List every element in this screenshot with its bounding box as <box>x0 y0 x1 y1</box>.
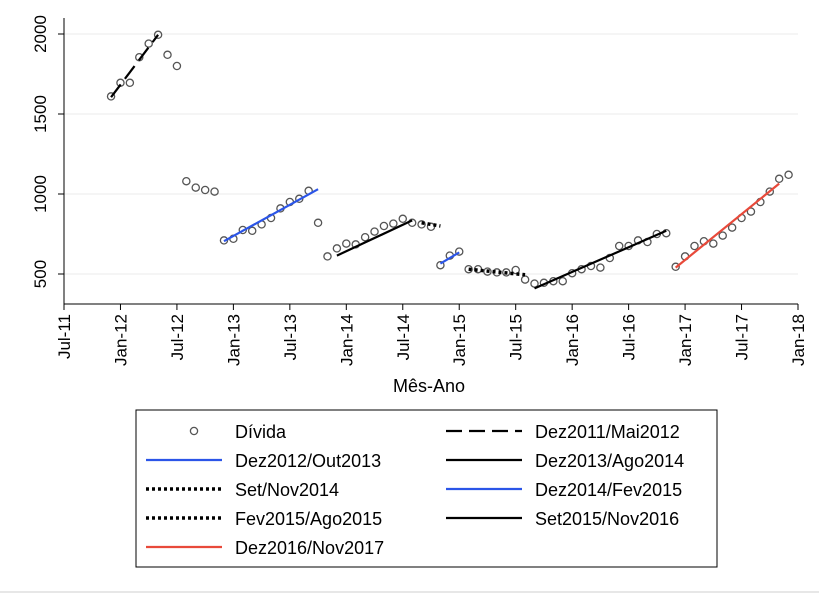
data-point <box>558 276 567 286</box>
legend-label: Dez2012/Out2013 <box>235 451 381 471</box>
data-point <box>398 214 408 224</box>
data-point <box>511 265 520 275</box>
data-point <box>106 92 116 101</box>
data-point <box>436 260 445 270</box>
data-point <box>520 275 530 284</box>
data-point <box>502 268 511 277</box>
legend-label: Dez2011/Mai2012 <box>535 422 680 442</box>
data-point <box>370 227 379 236</box>
y-tick-label: 1500 <box>31 95 50 133</box>
data-point <box>417 220 426 229</box>
x-tick-label: Jan-14 <box>337 314 356 366</box>
x-tick-label: Jul-15 <box>507 314 526 360</box>
data-point <box>153 30 163 40</box>
data-point <box>323 252 332 261</box>
x-tick-label: Jul-16 <box>620 314 639 360</box>
data-point <box>389 219 398 228</box>
data-point <box>210 187 219 196</box>
gridlines <box>64 33 798 275</box>
axes: 500 1000 1500 2000 Jul-11 Jan-12 Jul-12 Jan-13 J… <box>31 15 808 366</box>
legend-marker <box>189 426 199 436</box>
legend-label: Set/Nov2014 <box>235 480 339 500</box>
data-point <box>172 61 182 71</box>
legend-label: Dez2016/Nov2017 <box>235 538 384 558</box>
y-tick-label: 2000 <box>31 15 50 53</box>
x-tick-label: Jan-15 <box>450 314 469 366</box>
data-point <box>718 231 727 240</box>
x-tick-label: Jan-16 <box>563 314 582 366</box>
trend-line-dez2012-out2013 <box>223 188 319 243</box>
data-point <box>247 226 257 236</box>
data-point <box>727 223 737 232</box>
data-point <box>360 232 370 242</box>
x-tick-label: Jul-12 <box>168 314 187 360</box>
data-point <box>596 263 605 272</box>
data-point <box>163 50 172 60</box>
data-point <box>765 187 775 196</box>
data-point <box>313 218 323 228</box>
data-point <box>144 39 153 48</box>
legend-label: Dez2013/Ago2014 <box>535 451 684 471</box>
data-point <box>746 207 756 216</box>
x-tick-label: Jul-14 <box>394 314 413 360</box>
x-tick-label: Jul-11 <box>55 314 74 359</box>
data-point <box>483 267 492 276</box>
data-point <box>774 174 784 184</box>
data-point <box>125 78 135 88</box>
data-point <box>379 221 389 231</box>
data-point <box>191 183 200 192</box>
trend-lines <box>110 34 780 290</box>
data-point <box>332 244 342 253</box>
x-tick-label: Jan-13 <box>224 314 243 366</box>
legend-box <box>135 409 718 568</box>
trend-line-dez2016-nov2017 <box>674 182 780 269</box>
data-point <box>342 239 351 248</box>
x-tick-label: Jan-12 <box>111 314 130 366</box>
x-tick-label: Jan-17 <box>676 314 695 366</box>
trend-line-dez2013-ago2014 <box>336 219 413 257</box>
legend-label: Set2015/Nov2016 <box>535 509 679 529</box>
x-tick-label: Jul-13 <box>281 314 300 360</box>
data-point <box>709 239 718 248</box>
trend-line-set2015-nov2016 <box>534 229 667 290</box>
trend-line-dez2011-mai2012 <box>110 34 159 98</box>
y-tick-label: 1000 <box>31 175 50 213</box>
y-tick-label: 500 <box>31 260 50 288</box>
legend-label: Dez2014/Fev2015 <box>535 480 682 500</box>
trend-line-dez2014-fev2015 <box>439 251 460 265</box>
x-tick-label: Jul-17 <box>733 314 752 360</box>
legend-label: Dívida <box>235 422 287 442</box>
x-tick-label: Jan-18 <box>789 314 808 366</box>
data-point <box>690 241 699 251</box>
data-point <box>200 185 210 195</box>
data-point <box>784 170 793 180</box>
legend: Dívida Dez2011/Mai2012 Dez2012/Out2013 Dez2… <box>135 409 718 568</box>
data-point <box>464 264 473 274</box>
data-point <box>426 222 436 232</box>
data-point <box>454 247 464 256</box>
data-point <box>671 262 680 272</box>
data-point <box>182 176 191 186</box>
x-axis-title: Mês-Ano <box>393 376 465 396</box>
data-point <box>614 241 624 251</box>
legend-label: Fev2015/Ago2015 <box>235 509 382 529</box>
